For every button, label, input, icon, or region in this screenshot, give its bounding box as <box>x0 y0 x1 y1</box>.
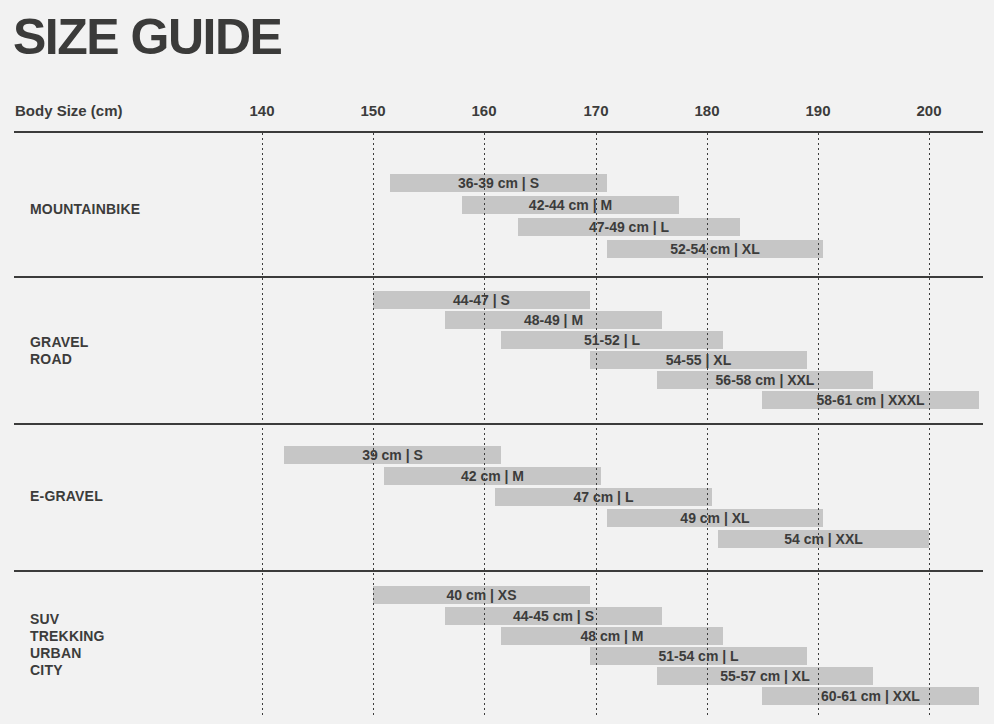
size-bar-label: 58-61 cm | XXXL <box>762 391 979 409</box>
category-label-line: E-GRAVEL <box>30 488 103 505</box>
size-bar-label: 40 cm | XS <box>373 586 590 604</box>
gridline <box>484 133 485 716</box>
size-bar-label: 56-58 cm | XXL <box>657 371 873 389</box>
category-label-line: TREKKING <box>30 628 105 645</box>
size-bar: 60-61 cm | XXL <box>762 687 979 705</box>
size-bar-label: 51-54 cm | L <box>590 647 807 665</box>
divider-line <box>14 131 983 133</box>
divider-line <box>14 423 983 425</box>
size-bar: 56-58 cm | XXL <box>657 371 873 389</box>
size-bar: 48 cm | M <box>501 627 723 645</box>
size-bar: 42 cm | M <box>384 467 601 485</box>
size-bar: 44-47 | S <box>373 291 590 309</box>
category-label-line: URBAN <box>30 645 105 662</box>
size-bar-label: 52-54 cm | XL <box>607 240 823 258</box>
size-bar: 44-45 cm | S <box>445 607 662 625</box>
size-bar-label: 39 cm | S <box>284 446 501 464</box>
size-bar-label: 42-44 cm | M <box>462 196 679 214</box>
category-label: E-GRAVEL <box>30 488 103 505</box>
size-bar: 51-52 | L <box>501 331 723 349</box>
gridline <box>818 133 819 716</box>
size-bar: 51-54 cm | L <box>590 647 807 665</box>
category-label: GRAVELROAD <box>30 334 89 368</box>
gridline <box>929 133 930 716</box>
size-bar: 47 cm | L <box>495 488 712 506</box>
category-label-line: ROAD <box>30 351 89 368</box>
axis-tick-label: 150 <box>360 102 385 119</box>
size-bar: 48-49 | M <box>445 311 662 329</box>
category-label: SUVTREKKINGURBANCITY <box>30 611 105 679</box>
size-bar: 49 cm | XL <box>607 509 823 527</box>
size-bar: 42-44 cm | M <box>462 196 679 214</box>
size-bar-label: 51-52 | L <box>501 331 723 349</box>
gridline <box>262 133 263 716</box>
page-title: SIZE GUIDE <box>13 8 281 66</box>
axis-tick-label: 190 <box>805 102 830 119</box>
size-bar-label: 44-45 cm | S <box>445 607 662 625</box>
size-bar-label: 54 cm | XXL <box>718 530 929 548</box>
size-bar-label: 49 cm | XL <box>607 509 823 527</box>
size-bar: 55-57 cm | XL <box>657 667 873 685</box>
category-label-line: MOUNTAINBIKE <box>30 201 140 218</box>
size-bar-label: 60-61 cm | XXL <box>762 687 979 705</box>
category-label: MOUNTAINBIKE <box>30 201 140 218</box>
category-label-line: CITY <box>30 662 105 679</box>
size-bar-label: 47 cm | L <box>495 488 712 506</box>
size-bar: 52-54 cm | XL <box>607 240 823 258</box>
size-bar: 54-55 | XL <box>590 351 807 369</box>
axis-tick-label: 160 <box>471 102 496 119</box>
axis-tick-label: 170 <box>583 102 608 119</box>
size-bar: 39 cm | S <box>284 446 501 464</box>
size-guide-chart: SIZE GUIDE Body Size (cm) 140 150 160 170 18… <box>0 0 994 724</box>
gridline <box>707 133 708 716</box>
category-label-line: GRAVEL <box>30 334 89 351</box>
axis-tick-label: 180 <box>694 102 719 119</box>
size-bar: 40 cm | XS <box>373 586 590 604</box>
size-bar-label: 36-39 cm | S <box>390 174 607 192</box>
size-bar: 36-39 cm | S <box>390 174 607 192</box>
size-bar-label: 55-57 cm | XL <box>657 667 873 685</box>
size-bar-label: 44-47 | S <box>373 291 590 309</box>
gridline <box>596 133 597 716</box>
size-bar-label: 54-55 | XL <box>590 351 807 369</box>
size-bar-label: 42 cm | M <box>384 467 601 485</box>
category-label-line: SUV <box>30 611 105 628</box>
size-bar: 58-61 cm | XXXL <box>762 391 979 409</box>
divider-line <box>14 570 983 572</box>
axis-label: Body Size (cm) <box>15 102 123 119</box>
axis-tick-label: 200 <box>916 102 941 119</box>
size-bar: 54 cm | XXL <box>718 530 929 548</box>
axis-tick-label: 140 <box>249 102 274 119</box>
size-bar-label: 48 cm | M <box>501 627 723 645</box>
size-bar-label: 48-49 | M <box>445 311 662 329</box>
gridline <box>373 133 374 716</box>
divider-line <box>14 276 983 278</box>
